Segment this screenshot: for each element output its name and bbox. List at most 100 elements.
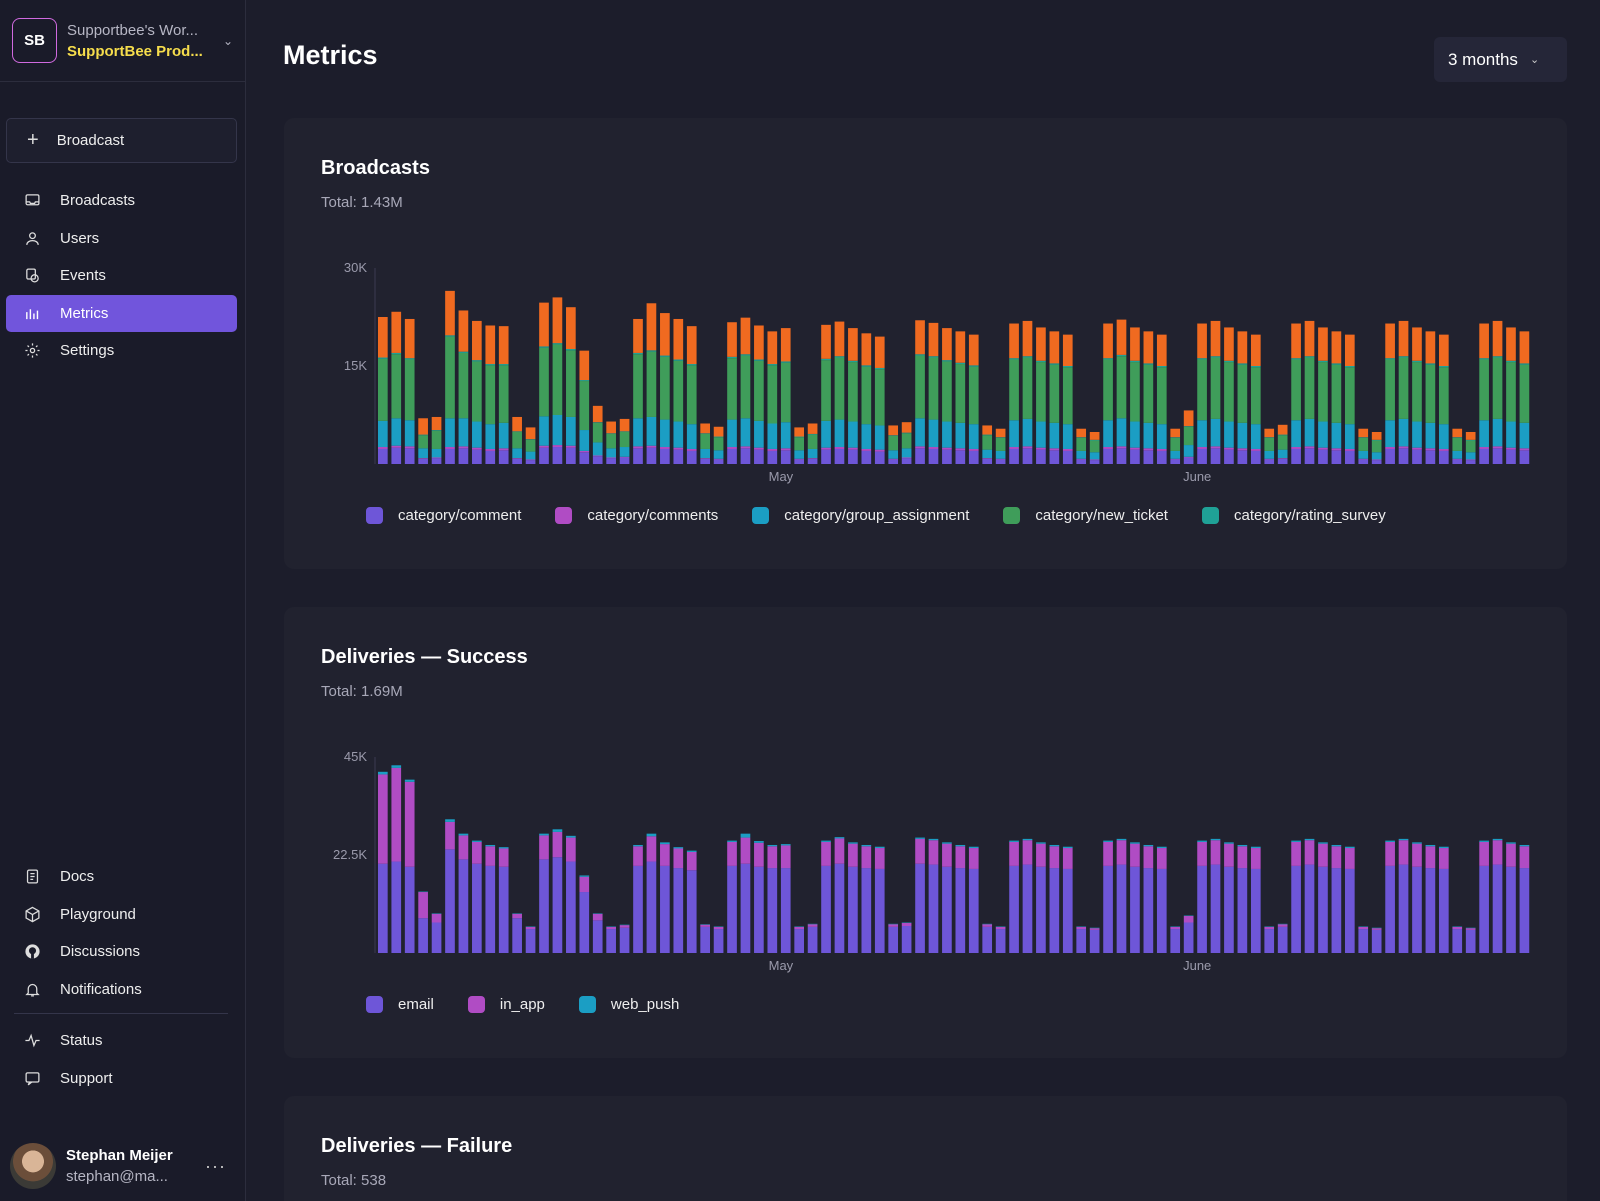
bar-segment — [418, 918, 428, 953]
bar-segment — [1519, 364, 1530, 423]
bar-segment — [1371, 928, 1382, 930]
bar-segment — [646, 447, 657, 464]
bar-segment — [1277, 926, 1288, 953]
bar-segment — [606, 458, 616, 464]
bar-segment — [968, 450, 979, 464]
bar-segment — [767, 331, 778, 365]
bar-segment — [1277, 458, 1288, 464]
bar-segment — [821, 360, 831, 421]
bar-segment — [1452, 450, 1463, 459]
bar-segment — [1425, 844, 1436, 847]
legend-item[interactable]: category/group_assignment — [752, 507, 969, 524]
legend-item[interactable]: web_push — [578, 996, 679, 1013]
bar-segment — [1264, 437, 1275, 438]
legend-item[interactable]: in_app — [467, 996, 545, 1013]
bar-segment — [740, 837, 751, 864]
nav-item-support[interactable]: Support — [6, 1060, 237, 1097]
bar-segment — [1425, 868, 1436, 953]
user-icon — [26, 231, 39, 245]
legend-item[interactable]: category/rating_survey — [1201, 507, 1386, 524]
bar-segment — [1103, 841, 1113, 866]
bar-segment — [673, 360, 684, 422]
bar-segment — [498, 847, 509, 849]
nav-item-docs[interactable]: Docs — [6, 858, 237, 895]
x-tick-label: June — [1183, 469, 1211, 484]
chevron-down-icon: ⌄ — [222, 33, 233, 48]
bar-segment — [767, 423, 778, 449]
legend-item[interactable]: category/comments — [555, 507, 718, 524]
bar-segment — [995, 929, 1006, 953]
bar-segment — [740, 355, 751, 419]
bar-segment — [1506, 843, 1516, 867]
bar-segment — [1183, 445, 1194, 457]
bar-segment — [928, 840, 939, 865]
bar-segment — [848, 866, 858, 953]
bar-segment — [1036, 421, 1046, 448]
bar-segment — [1224, 447, 1234, 450]
bar-segment — [1492, 448, 1503, 464]
bar-segment — [1197, 358, 1207, 360]
bar-segment — [1116, 356, 1127, 419]
bar-segment — [955, 844, 966, 847]
bar-segment — [1049, 364, 1060, 423]
bar-segment — [767, 844, 778, 847]
bar-segment — [660, 447, 670, 449]
more-icon[interactable]: ··· — [205, 1155, 226, 1176]
bar-segment — [485, 448, 496, 451]
bar-segment — [391, 445, 402, 448]
bar-segment — [418, 892, 428, 919]
bar-segment — [458, 351, 469, 353]
nav-label: Users — [60, 229, 100, 247]
bar-segment — [1183, 426, 1194, 427]
bar-segment — [619, 925, 630, 928]
legend-item[interactable]: category/comment — [366, 507, 521, 524]
nav-item-settings[interactable]: Settings — [6, 332, 237, 369]
nav-item-discussions[interactable]: Discussions — [6, 933, 237, 970]
nav-item-broadcasts[interactable]: Broadcasts — [6, 182, 237, 219]
user-menu[interactable]: Stephan Meijer stephan@ma... ··· — [0, 1131, 246, 1201]
bar-segment — [968, 366, 979, 425]
bar-segment — [1452, 458, 1463, 460]
bar-segment — [566, 445, 576, 448]
date-range-select[interactable]: 3 months ⌄ — [1434, 37, 1567, 82]
nav-label: Playground — [60, 905, 136, 923]
bar-segment — [431, 458, 442, 464]
bar-segment — [1116, 838, 1127, 841]
bar-segment — [1318, 842, 1328, 844]
bar-segment — [821, 841, 831, 866]
bar-segment — [391, 354, 402, 419]
bar-segment — [1304, 320, 1315, 357]
bar-segment — [485, 365, 496, 425]
legend-item[interactable]: category/new_ticket — [1003, 507, 1168, 524]
bar-segment — [780, 448, 791, 451]
workspace-switcher[interactable]: SB Supportbee's Wor... SupportBee Prod..… — [0, 0, 245, 82]
nav-item-events[interactable]: Events — [6, 257, 237, 294]
nav-item-metrics[interactable]: Metrics — [6, 294, 237, 332]
bar-segment — [1425, 448, 1436, 451]
bar-segment — [861, 366, 872, 425]
bar-segment — [1237, 364, 1248, 423]
y-tick-label: 22.5K — [333, 847, 367, 862]
bar-segment — [525, 460, 536, 464]
bar-segment — [1116, 319, 1127, 355]
bar-segment — [1062, 366, 1073, 368]
nav-item-notifications[interactable]: Notifications — [6, 971, 237, 1008]
bar-segment — [968, 448, 979, 451]
legend-item[interactable]: email — [366, 996, 434, 1013]
legend-label: category/rating_survey — [1233, 507, 1386, 524]
new-broadcast-button[interactable]: + Broadcast — [6, 118, 237, 163]
bar-segment — [660, 313, 670, 356]
bar-segment — [1036, 866, 1046, 953]
bar-segment — [1492, 320, 1503, 357]
nav-item-playground[interactable]: Playground — [6, 896, 237, 933]
bar-segment — [1076, 428, 1087, 438]
bar-segment — [633, 846, 643, 866]
bar-segment — [1049, 846, 1060, 869]
bar-segment — [794, 459, 805, 464]
nav-item-users[interactable]: Users — [6, 220, 237, 257]
bar-segment — [874, 367, 885, 370]
bar-segment — [874, 848, 885, 869]
bar-segment — [1250, 846, 1261, 849]
bar-segment — [848, 843, 858, 867]
nav-item-status[interactable]: Status — [6, 1022, 237, 1059]
